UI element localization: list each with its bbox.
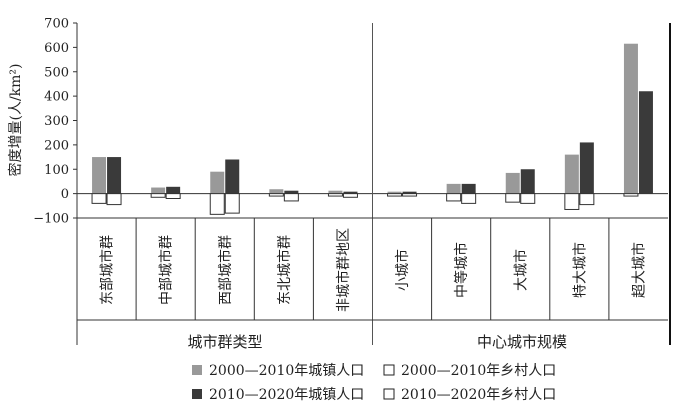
bar-2: [225, 159, 240, 194]
bar-3: [446, 193, 462, 202]
legend-label-urban-2010: 2010—2020年城镇人口: [209, 387, 364, 403]
bar-4: [106, 193, 122, 206]
category-label: 中部城市群: [158, 235, 175, 305]
bar-4: [520, 193, 536, 204]
bar-3: [327, 193, 343, 197]
bar-3: [268, 193, 284, 197]
category-label: 西部城市群: [217, 235, 234, 305]
bar-1: [328, 190, 343, 194]
bar-1: [564, 154, 579, 194]
bar-1: [446, 183, 461, 194]
bar-1: [269, 189, 284, 194]
bar-1: [387, 191, 402, 194]
bar-2: [638, 91, 653, 194]
category-label: 特大城市: [571, 242, 588, 298]
bar-3: [150, 193, 166, 198]
bar-2: [166, 186, 181, 194]
legend-swatch-urban-2010: [192, 389, 202, 399]
bar-2: [520, 169, 535, 194]
y-tick-label: −100: [33, 212, 69, 227]
category-label: 小城市: [394, 249, 411, 291]
category-label: 东部城市群: [99, 235, 116, 305]
group-label-1: 城市群类型: [187, 333, 262, 351]
y-tick-label: 100: [44, 163, 69, 178]
bar-4: [342, 193, 358, 198]
legend-label-urban-2000: 2000—2010年城镇人口: [209, 363, 364, 379]
bar-4: [402, 193, 418, 197]
bar-1: [92, 157, 107, 194]
bar-2: [343, 191, 358, 194]
bars: [91, 43, 653, 215]
y-axis-label: 密度增量(人/km²): [7, 63, 24, 176]
bar-4: [224, 193, 240, 214]
legend: 2000—2010年城镇人口 2010—2020年城镇人口 2000—2010年…: [192, 363, 556, 403]
bar-1: [623, 43, 638, 194]
bar-3: [387, 193, 403, 197]
bar-3: [564, 193, 580, 210]
bar-4: [283, 193, 299, 202]
category-label: 东北城市群: [276, 235, 293, 305]
bar-1: [210, 171, 225, 194]
bar-2: [107, 157, 122, 194]
bar-2: [284, 190, 299, 194]
category-label: 超大城市: [630, 242, 647, 298]
y-tick-label: 500: [44, 65, 69, 80]
legend-swatch-urban-2000: [192, 365, 202, 375]
category-label: 非城市群地区: [335, 228, 352, 312]
bar-4: [461, 193, 477, 204]
bar-3: [209, 193, 225, 215]
bar-1: [505, 172, 520, 194]
group-label-2: 中心城市规模: [477, 333, 567, 351]
bar-2: [402, 191, 417, 194]
labels: 700 600 500 400 300 200 100 0 −100 东部城市群 中部城市群 西部城市…: [33, 17, 647, 313]
bar-3: [91, 193, 107, 204]
bar-1: [151, 187, 166, 194]
category-label: 中等城市: [453, 242, 470, 298]
legend-label-rural-2010: 2010—2020年乡村人口: [401, 387, 556, 403]
bar-4: [165, 193, 181, 199]
y-tick-label: 700: [44, 17, 69, 32]
legend-swatch-rural-2000: [383, 364, 395, 376]
y-tick-label: 0: [61, 187, 69, 202]
bar-4: [579, 193, 595, 206]
legend-label-rural-2000: 2000—2010年乡村人口: [401, 363, 556, 379]
category-label: 大城市: [512, 249, 529, 291]
bar-3: [505, 193, 521, 203]
y-tick-label: 300: [44, 114, 69, 129]
bar-2: [461, 183, 476, 194]
y-tick-label: 600: [44, 41, 69, 56]
legend-swatch-rural-2010: [383, 388, 395, 400]
bar-3: [623, 193, 639, 197]
y-tick-label: 200: [44, 138, 69, 153]
bar-2: [579, 142, 594, 194]
y-tick-label: 400: [44, 90, 69, 105]
